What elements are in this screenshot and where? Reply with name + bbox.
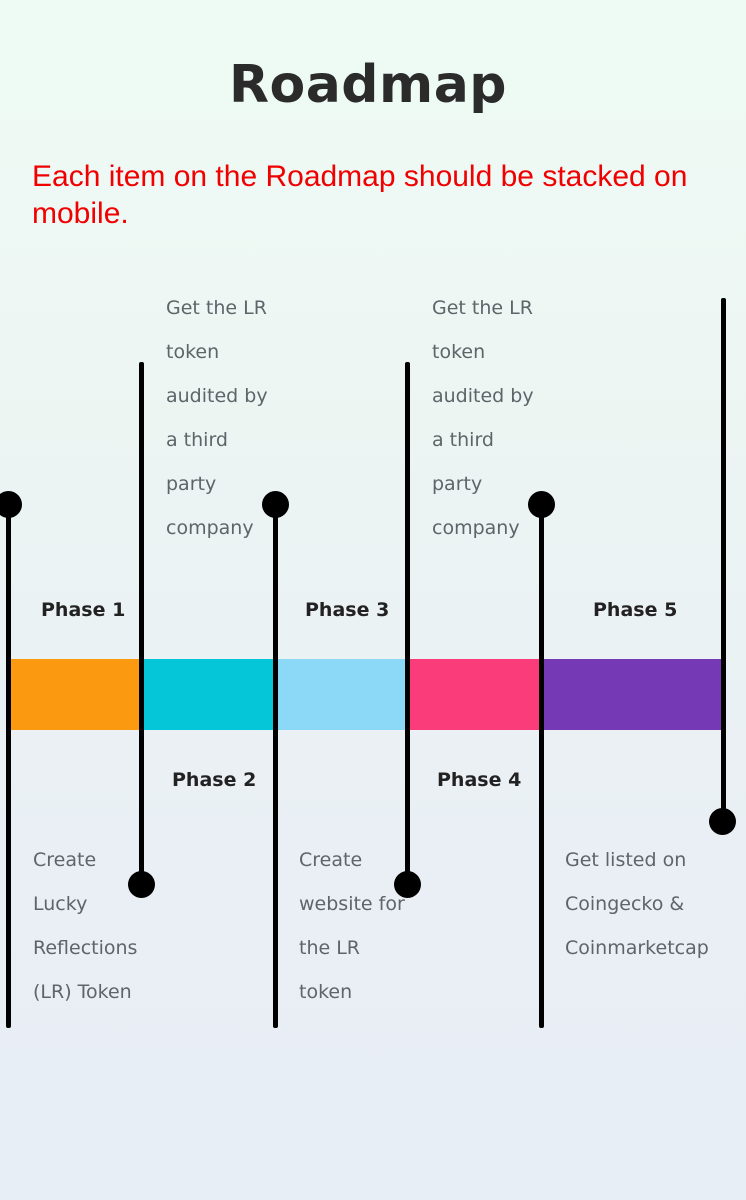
phase-2-marker-dot	[128, 871, 155, 898]
phase-4-bar-segment	[410, 659, 543, 730]
phase-3-marker-line	[273, 505, 278, 1028]
phase-1-marker-dot	[0, 491, 22, 518]
phase-3-description: Create website for the LR token	[299, 849, 405, 1003]
phase-4-marker-line	[405, 362, 410, 885]
phase-4-description: Get the LR token audited by a third part…	[432, 297, 534, 539]
phase-3-bar-segment	[277, 659, 410, 730]
phase-1-label: Phase 1	[41, 599, 126, 621]
phase-1-marker-line	[6, 505, 11, 1028]
phase-1-bar-segment	[10, 659, 144, 730]
phase-2-marker-line	[139, 362, 144, 885]
phase-3-label: Phase 3	[305, 599, 390, 621]
phase-3-marker-dot	[262, 491, 289, 518]
phase-5-bar-segment	[543, 659, 723, 730]
mobile-stacking-note: Each item on the Roadmap should be stack…	[32, 160, 688, 230]
phase-2-label: Phase 2	[172, 769, 257, 791]
phase-5-marker-dot	[528, 491, 555, 518]
phase-2-description: Get the LR token audited by a third part…	[166, 297, 268, 539]
phase-2-bar-segment	[144, 659, 277, 730]
phase-5-description: Get listed on Coingecko & Coinmarketcap	[565, 849, 709, 959]
page-title: Roadmap	[228, 55, 508, 115]
phase-1-description: Create Lucky Reflections (LR) Token	[33, 849, 138, 1003]
phase-6-marker-dot	[709, 808, 736, 835]
phase-6-marker-line	[721, 298, 726, 821]
phase-5-marker-line	[539, 505, 544, 1028]
phase-4-label: Phase 4	[437, 769, 522, 791]
phase-4-marker-dot	[394, 871, 421, 898]
phase-5-label: Phase 5	[593, 599, 678, 621]
